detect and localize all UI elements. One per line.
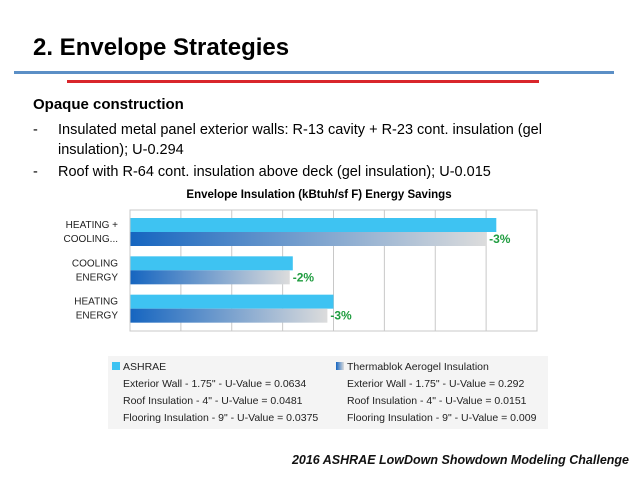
category-tick-label: ENERGY — [76, 272, 119, 283]
title-underline-red — [67, 80, 539, 83]
chart-title: Envelope Insulation (kBtuh/sf F) Energy … — [186, 189, 452, 201]
bullet-marker: - — [33, 122, 38, 138]
legend-key-ashrae — [112, 362, 120, 370]
category-tick-label: HEATING + — [66, 220, 118, 231]
bar-ashrae — [130, 256, 293, 271]
slide-title: 2. Envelope Strategies — [33, 34, 290, 61]
bar-ashrae — [130, 218, 497, 232]
category-tick-label: HEATING — [74, 297, 118, 308]
data-label-savings: -3% — [489, 232, 511, 246]
legend-key-aerogel — [336, 362, 344, 370]
legend-label-aerogel: Thermablok Aerogel Insulation — [347, 361, 489, 373]
data-label-savings: -2% — [293, 270, 315, 284]
bullet-item: - Insulated metal panel exterior walls: … — [33, 120, 613, 160]
subheading: Opaque construction — [33, 96, 184, 113]
category-tick-label: COOLING... — [64, 234, 118, 245]
category-tick-label: ENERGY — [76, 311, 119, 322]
legend-line: Flooring Insulation - 9" - U-Value = 0.0… — [347, 412, 537, 424]
bar-chart: -3% HEATING + COOLING... -2% COOLING ENERGY -3… — [64, 209, 538, 332]
bullet-marker: - — [33, 164, 38, 180]
bar-aerogel — [130, 308, 328, 323]
legend-line: Exterior Wall - 1.75" - U-Value = 0.292 — [347, 378, 525, 390]
bar-aerogel — [130, 232, 487, 246]
title-underline-blue — [14, 71, 614, 74]
bullet-list: - Insulated metal panel exterior walls: … — [33, 120, 613, 184]
legend-line: Exterior Wall - 1.75" - U-Value = 0.0634 — [123, 378, 307, 390]
bullet-text: Roof with R-64 cont. insulation above de… — [58, 164, 491, 180]
legend-line: Roof Insulation - 4" - U-Value = 0.0151 — [347, 395, 527, 407]
legend-label-ashrae: ASHRAE — [123, 361, 167, 373]
footer-caption: 2016 ASHRAE LowDown Showdown Modeling Ch… — [291, 453, 629, 467]
category-tick-label: COOLING — [72, 258, 118, 269]
bar-ashrae — [130, 294, 334, 309]
bar-aerogel — [130, 270, 290, 285]
legend-line: Roof Insulation - 4" - U-Value = 0.0481 — [123, 395, 303, 407]
legend-series-ashrae: ASHRAE Exterior Wall - 1.75" - U-Value =… — [112, 359, 318, 427]
legend-series-aerogel: Thermablok Aerogel Insulation Exterior W… — [336, 359, 536, 427]
legend-line: Flooring Insulation - 9" - U-Value = 0.0… — [123, 412, 319, 424]
bullet-text: Insulated metal panel exterior walls: R-… — [58, 122, 542, 158]
bullet-item: - Roof with R-64 cont. insulation above … — [33, 162, 613, 182]
plot-frame — [129, 209, 538, 332]
chart-legend: ASHRAE Exterior Wall - 1.75" - U-Value =… — [108, 356, 548, 429]
data-label-savings: -3% — [330, 309, 352, 323]
